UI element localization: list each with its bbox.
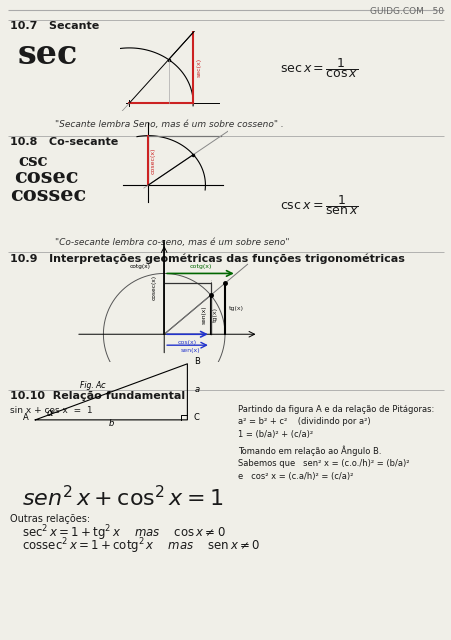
Text: $\csc x = \dfrac{1}{\mathrm{sen}\, x}$: $\csc x = \dfrac{1}{\mathrm{sen}\, x}$	[279, 193, 358, 217]
Text: cotg(x): cotg(x)	[189, 264, 211, 269]
Text: cosec: cosec	[14, 167, 78, 187]
Text: sen(x): sen(x)	[180, 348, 200, 353]
Text: sen(x): sen(x)	[201, 305, 206, 324]
Text: tg(x): tg(x)	[213, 307, 218, 322]
Text: cosec(x): cosec(x)	[150, 147, 155, 173]
Text: GUIDG.COM   50: GUIDG.COM 50	[369, 7, 443, 16]
Text: A: A	[23, 413, 29, 422]
Text: $\mathrm{cossec}^2\, x = 1 + \mathrm{cotg}^2\, x$    $\mathit{mas}$    $\mathrm{: $\mathrm{cossec}^2\, x = 1 + \mathrm{cot…	[22, 536, 259, 556]
Text: $\mathit{sen}^2\, x + \cos^2 x = 1$: $\mathit{sen}^2\, x + \cos^2 x = 1$	[22, 486, 223, 511]
Text: B: B	[193, 356, 199, 366]
Text: a: a	[194, 385, 200, 394]
Text: Tomando em relação ao Ângulo B.
Sabemos que   sen² x = (c.o./h)² = (b/a)²
e   co: Tomando em relação ao Ângulo B. Sabemos …	[238, 445, 409, 481]
Text: cossec: cossec	[10, 185, 86, 205]
Text: "Secante lembra Seno, mas é um sobre cosseno" .: "Secante lembra Seno, mas é um sobre cos…	[55, 120, 283, 129]
Text: c: c	[100, 381, 105, 390]
Text: 10.10  Relação fundamental: 10.10 Relação fundamental	[10, 391, 185, 401]
Text: cos(x): cos(x)	[178, 340, 197, 346]
Text: sin x + cos x  =  1: sin x + cos x = 1	[10, 406, 92, 415]
Text: Fig. A: Fig. A	[79, 381, 101, 390]
Text: $\mathrm{sec}^2\, x = 1 + \mathrm{tg}^2\, x$    $\mathit{mas}$    $\mathrm{cos}\: $\mathrm{sec}^2\, x = 1 + \mathrm{tg}^2\…	[22, 523, 225, 543]
Text: C: C	[193, 413, 199, 422]
Text: $\alpha$: $\alpha$	[46, 408, 54, 418]
Text: 10.7   Secante: 10.7 Secante	[10, 21, 99, 31]
Text: Partindo da figura A e da relação de Pitágoras:
a² = b² + c²    (dividindo por a: Partindo da figura A e da relação de Pit…	[238, 405, 433, 439]
Text: 10.9   Interpretações geométricas das funções trigonométricas: 10.9 Interpretações geométricas das funç…	[10, 253, 404, 264]
Text: 10.8   Co-secante: 10.8 Co-secante	[10, 137, 118, 147]
Text: csc: csc	[18, 153, 47, 170]
Text: b: b	[108, 419, 114, 428]
Text: $\sec x = \dfrac{1}{\cos x}$: $\sec x = \dfrac{1}{\cos x}$	[279, 56, 358, 80]
Text: cosec(x): cosec(x)	[152, 275, 156, 300]
Text: cotg(x): cotg(x)	[129, 264, 150, 269]
Text: "Co-secante lembra co-seno, mas é um sobre seno": "Co-secante lembra co-seno, mas é um sob…	[55, 238, 289, 247]
Text: sec: sec	[18, 38, 78, 71]
Text: Outras relações:: Outras relações:	[10, 514, 90, 524]
Text: sec(x): sec(x)	[197, 58, 202, 77]
Text: tg(x): tg(x)	[228, 306, 243, 311]
